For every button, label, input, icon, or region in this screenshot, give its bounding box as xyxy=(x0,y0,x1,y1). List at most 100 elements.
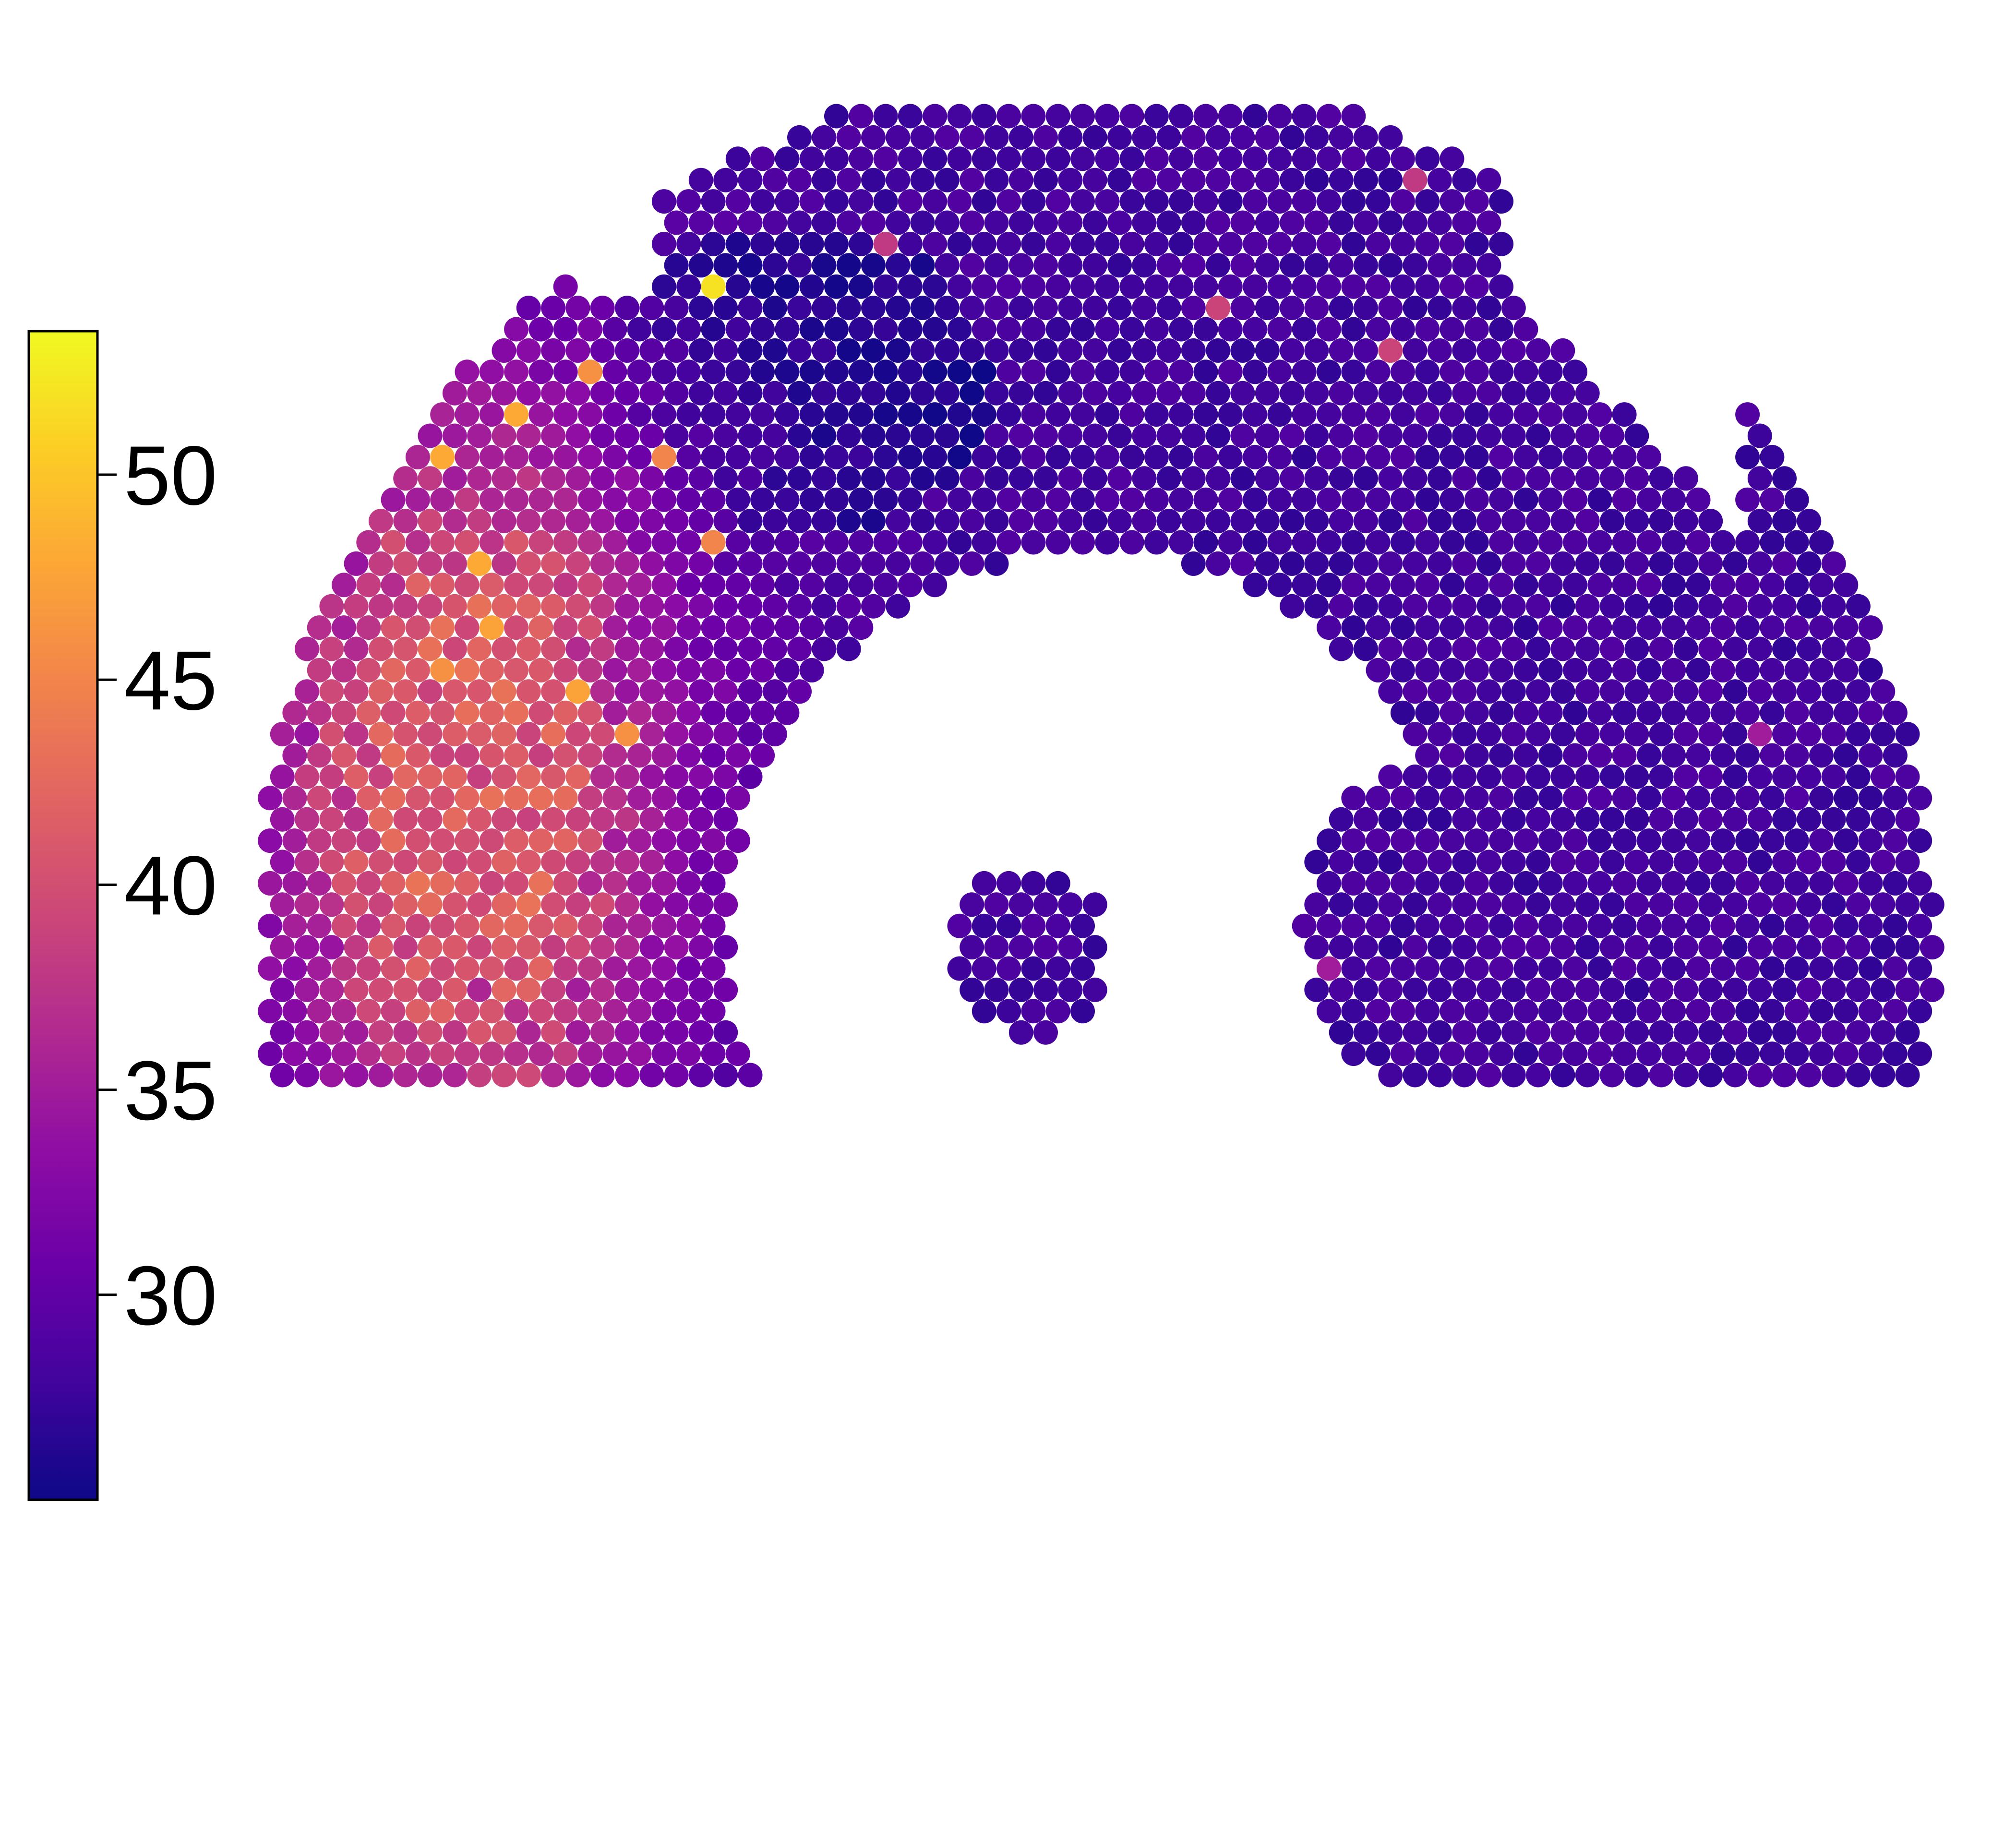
spot-point xyxy=(849,104,874,129)
spot-point xyxy=(578,956,602,981)
spot-point xyxy=(651,658,676,682)
spot-point xyxy=(479,786,504,811)
spot-point xyxy=(639,509,664,534)
spot-point xyxy=(1809,871,1834,896)
spot-point xyxy=(381,658,406,682)
spot-point xyxy=(1649,636,1674,661)
spot-point xyxy=(1698,509,1723,534)
spot-point xyxy=(1193,104,1218,129)
spot-point xyxy=(812,594,837,619)
spot-point xyxy=(886,551,911,576)
spot-point xyxy=(984,977,1009,1002)
spot-point xyxy=(295,764,319,789)
spot-point xyxy=(1550,722,1575,747)
spot-point xyxy=(910,168,935,192)
spot-point xyxy=(812,466,837,491)
spot-point xyxy=(1612,913,1637,938)
spot-point xyxy=(1834,573,1859,598)
spot-point xyxy=(1366,786,1391,811)
spot-point xyxy=(910,338,935,363)
spot-point xyxy=(1119,189,1144,214)
spot-point xyxy=(282,700,307,725)
spot-point xyxy=(1476,764,1501,789)
spot-point xyxy=(1723,977,1748,1002)
spot-point xyxy=(1292,487,1317,512)
spot-point xyxy=(1144,146,1169,171)
spot-point xyxy=(873,573,898,598)
spot-point xyxy=(1686,956,1711,981)
spot-point xyxy=(1390,274,1415,299)
spot-point xyxy=(1563,402,1587,427)
spot-point xyxy=(1033,1020,1058,1045)
spot-point xyxy=(676,317,701,342)
spot-point xyxy=(1710,956,1735,981)
spot-point xyxy=(1821,977,1846,1002)
spot-point xyxy=(1415,828,1440,853)
spot-point xyxy=(1243,189,1268,214)
spot-point xyxy=(1501,466,1526,491)
spot-point xyxy=(947,359,972,384)
spot-point xyxy=(627,700,652,725)
spot-point xyxy=(1255,381,1280,406)
spot-point xyxy=(1760,956,1785,981)
spot-point xyxy=(1464,402,1489,427)
spot-point xyxy=(1021,530,1046,555)
spot-point xyxy=(627,487,652,512)
spot-point xyxy=(516,977,541,1002)
spot-point xyxy=(1132,423,1157,448)
spot-point xyxy=(639,381,664,406)
spot-point xyxy=(381,871,406,896)
spot-point xyxy=(1649,977,1674,1002)
spot-point xyxy=(947,530,972,555)
spot-point xyxy=(972,189,996,214)
spot-point xyxy=(307,999,332,1024)
spot-point xyxy=(1821,807,1846,832)
spot-point xyxy=(1563,615,1587,640)
spot-point xyxy=(1378,423,1403,448)
spot-point xyxy=(1821,850,1846,874)
spot-point xyxy=(972,274,996,299)
spot-point xyxy=(1871,935,1896,960)
spot-point xyxy=(627,828,652,853)
spot-point xyxy=(1821,1063,1846,1088)
spot-point xyxy=(393,722,418,747)
spot-point xyxy=(1538,530,1563,555)
spot-point xyxy=(1624,551,1649,576)
spot-point xyxy=(1378,935,1403,960)
spot-point xyxy=(1021,274,1046,299)
spot-point xyxy=(615,1020,639,1045)
spot-point xyxy=(1095,146,1120,171)
spot-point xyxy=(1021,444,1046,469)
spot-point xyxy=(849,444,874,469)
spot-point xyxy=(1329,551,1354,576)
spot-point xyxy=(1821,892,1846,917)
spot-point xyxy=(381,487,406,512)
spot-point xyxy=(1871,679,1896,704)
spot-point xyxy=(1747,977,1772,1002)
spot-point xyxy=(762,466,787,491)
spot-point xyxy=(405,871,430,896)
spot-point xyxy=(455,999,480,1024)
spot-point xyxy=(1513,317,1538,342)
spot-point xyxy=(492,807,516,832)
spot-point xyxy=(1403,1063,1428,1088)
spot-point xyxy=(1735,658,1760,682)
spot-point xyxy=(676,999,701,1024)
spot-point xyxy=(1341,871,1366,896)
spot-point xyxy=(1169,530,1194,555)
spot-point xyxy=(1636,444,1661,469)
spot-point xyxy=(1501,551,1526,576)
spot-point xyxy=(1686,1041,1711,1066)
spot-point xyxy=(1353,381,1378,406)
spot-point xyxy=(1230,466,1255,491)
spot-point xyxy=(1329,253,1354,278)
spot-point xyxy=(405,786,430,811)
spot-point xyxy=(578,999,602,1024)
spot-point xyxy=(849,402,874,427)
spot-point xyxy=(1292,189,1317,214)
spot-point xyxy=(725,658,750,682)
spot-point xyxy=(393,807,418,832)
spot-point xyxy=(344,594,369,619)
spot-point xyxy=(1070,317,1095,342)
spot-point xyxy=(1563,999,1587,1024)
